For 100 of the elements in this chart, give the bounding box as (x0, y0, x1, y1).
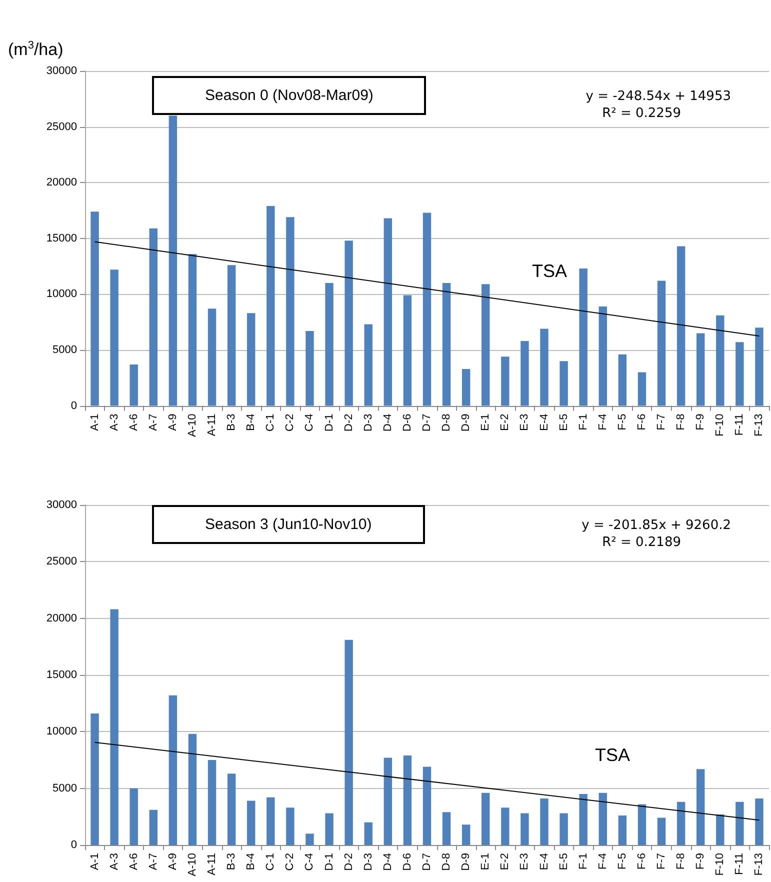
x-tick-label: A-10 (186, 853, 198, 876)
x-tick-label: B-4 (245, 853, 258, 870)
x-tick-label: F-10 (714, 414, 726, 436)
bar (286, 808, 294, 845)
x-tick-label: F-11 (734, 853, 746, 875)
x-tick-label: A-1 (88, 414, 101, 431)
y-tick-label: 0 (70, 400, 77, 412)
bar (618, 816, 627, 845)
annotation: y = -248.54x + 14953 (586, 89, 731, 104)
y-tick-label: 30000 (46, 499, 77, 511)
x-tick-label: A-6 (128, 853, 140, 870)
x-tick-label: F-5 (616, 853, 628, 870)
y-tick-label: 25000 (46, 120, 77, 133)
bar (247, 800, 256, 845)
x-tick-label: A-6 (128, 414, 140, 431)
bar (110, 609, 118, 845)
bar (247, 313, 256, 406)
bar (501, 356, 510, 406)
x-tick-label: E-5 (558, 414, 570, 431)
x-tick-label: A-7 (147, 853, 160, 870)
bar (618, 354, 627, 406)
bar (168, 116, 178, 406)
x-tick-label: D-7 (421, 414, 433, 432)
x-tick-label: E-3 (518, 853, 531, 870)
x-tick-label: E-5 (558, 853, 570, 870)
y-tick-label: 15000 (46, 669, 77, 681)
bar (90, 714, 99, 845)
x-tick-label: D-8 (440, 853, 453, 871)
x-tick-label: D-2 (342, 414, 355, 432)
bar (736, 802, 744, 845)
x-tick-label: B-3 (226, 853, 238, 870)
y-tick-label: 5000 (52, 344, 77, 356)
bar (560, 813, 568, 845)
bar (188, 734, 197, 845)
bar (325, 283, 334, 406)
bar (149, 810, 158, 845)
y-tick-label: 20000 (46, 176, 77, 189)
bar (716, 814, 724, 845)
x-tick-label: E-4 (538, 853, 550, 870)
bar (598, 306, 607, 406)
bar (638, 804, 646, 845)
bar (188, 254, 197, 406)
bar (579, 794, 588, 845)
bar (598, 792, 607, 845)
x-tick-label: F-6 (636, 414, 648, 430)
bar (422, 766, 432, 845)
x-tick-label: F-8 (675, 853, 688, 870)
text: Season 0 (Nov08-Mar09) (205, 87, 374, 104)
bar (520, 341, 529, 406)
x-tick-label: C-2 (284, 853, 296, 871)
bar (657, 280, 666, 406)
x-tick-label: C-1 (264, 853, 277, 871)
y-tick-label: 15000 (46, 232, 77, 244)
bar (344, 240, 353, 406)
bar (736, 342, 744, 406)
x-tick-label: D-9 (460, 853, 472, 871)
x-tick-label: E-2 (499, 853, 512, 870)
x-tick-label: A-9 (166, 853, 179, 870)
bar (540, 328, 548, 406)
x-tick-label: A-3 (108, 414, 120, 431)
bar (384, 218, 392, 406)
y-tick-label: 0 (70, 839, 77, 851)
x-tick-label: F-13 (753, 414, 766, 436)
x-tick-label: F-1 (577, 853, 590, 870)
bar (501, 808, 510, 845)
x-tick-label: A-7 (147, 414, 160, 431)
bar (560, 361, 568, 406)
bar (696, 333, 705, 406)
bar (227, 774, 236, 845)
bar (286, 217, 294, 406)
x-tick-label: C-4 (304, 853, 316, 871)
y-tick-label: 20000 (46, 612, 77, 624)
bar (657, 818, 666, 845)
x-tick-label: F-4 (596, 414, 609, 430)
x-tick-label: F-10 (714, 853, 726, 876)
y-tick-label: 5000 (52, 782, 77, 794)
annotation: y = -201.85x + 9260.2 (582, 518, 732, 533)
x-tick-label: E-1 (480, 853, 492, 870)
bar (520, 813, 529, 845)
x-tick-label: D-7 (421, 853, 433, 871)
y-tick-label: 10000 (46, 726, 77, 738)
bar (208, 308, 216, 406)
bar (384, 758, 392, 845)
bar (306, 834, 314, 845)
annotation: TSA (532, 261, 568, 281)
x-tick-label: F-5 (616, 414, 628, 430)
bar (403, 755, 412, 845)
x-tick-label: A-10 (186, 414, 198, 438)
x-tick-label: E-4 (538, 414, 550, 431)
x-tick-label: B-3 (226, 414, 238, 431)
x-tick-label: E-2 (499, 414, 512, 431)
bar (130, 364, 138, 406)
y-tick-label: 30000 (46, 65, 77, 77)
bar (579, 268, 588, 406)
x-tick-label: E-3 (518, 414, 531, 431)
x-tick-label: A-11 (206, 853, 218, 876)
bar (716, 315, 724, 406)
x-tick-label: F-7 (656, 414, 668, 430)
bar (676, 802, 686, 845)
x-tick-label: C-1 (264, 414, 277, 432)
